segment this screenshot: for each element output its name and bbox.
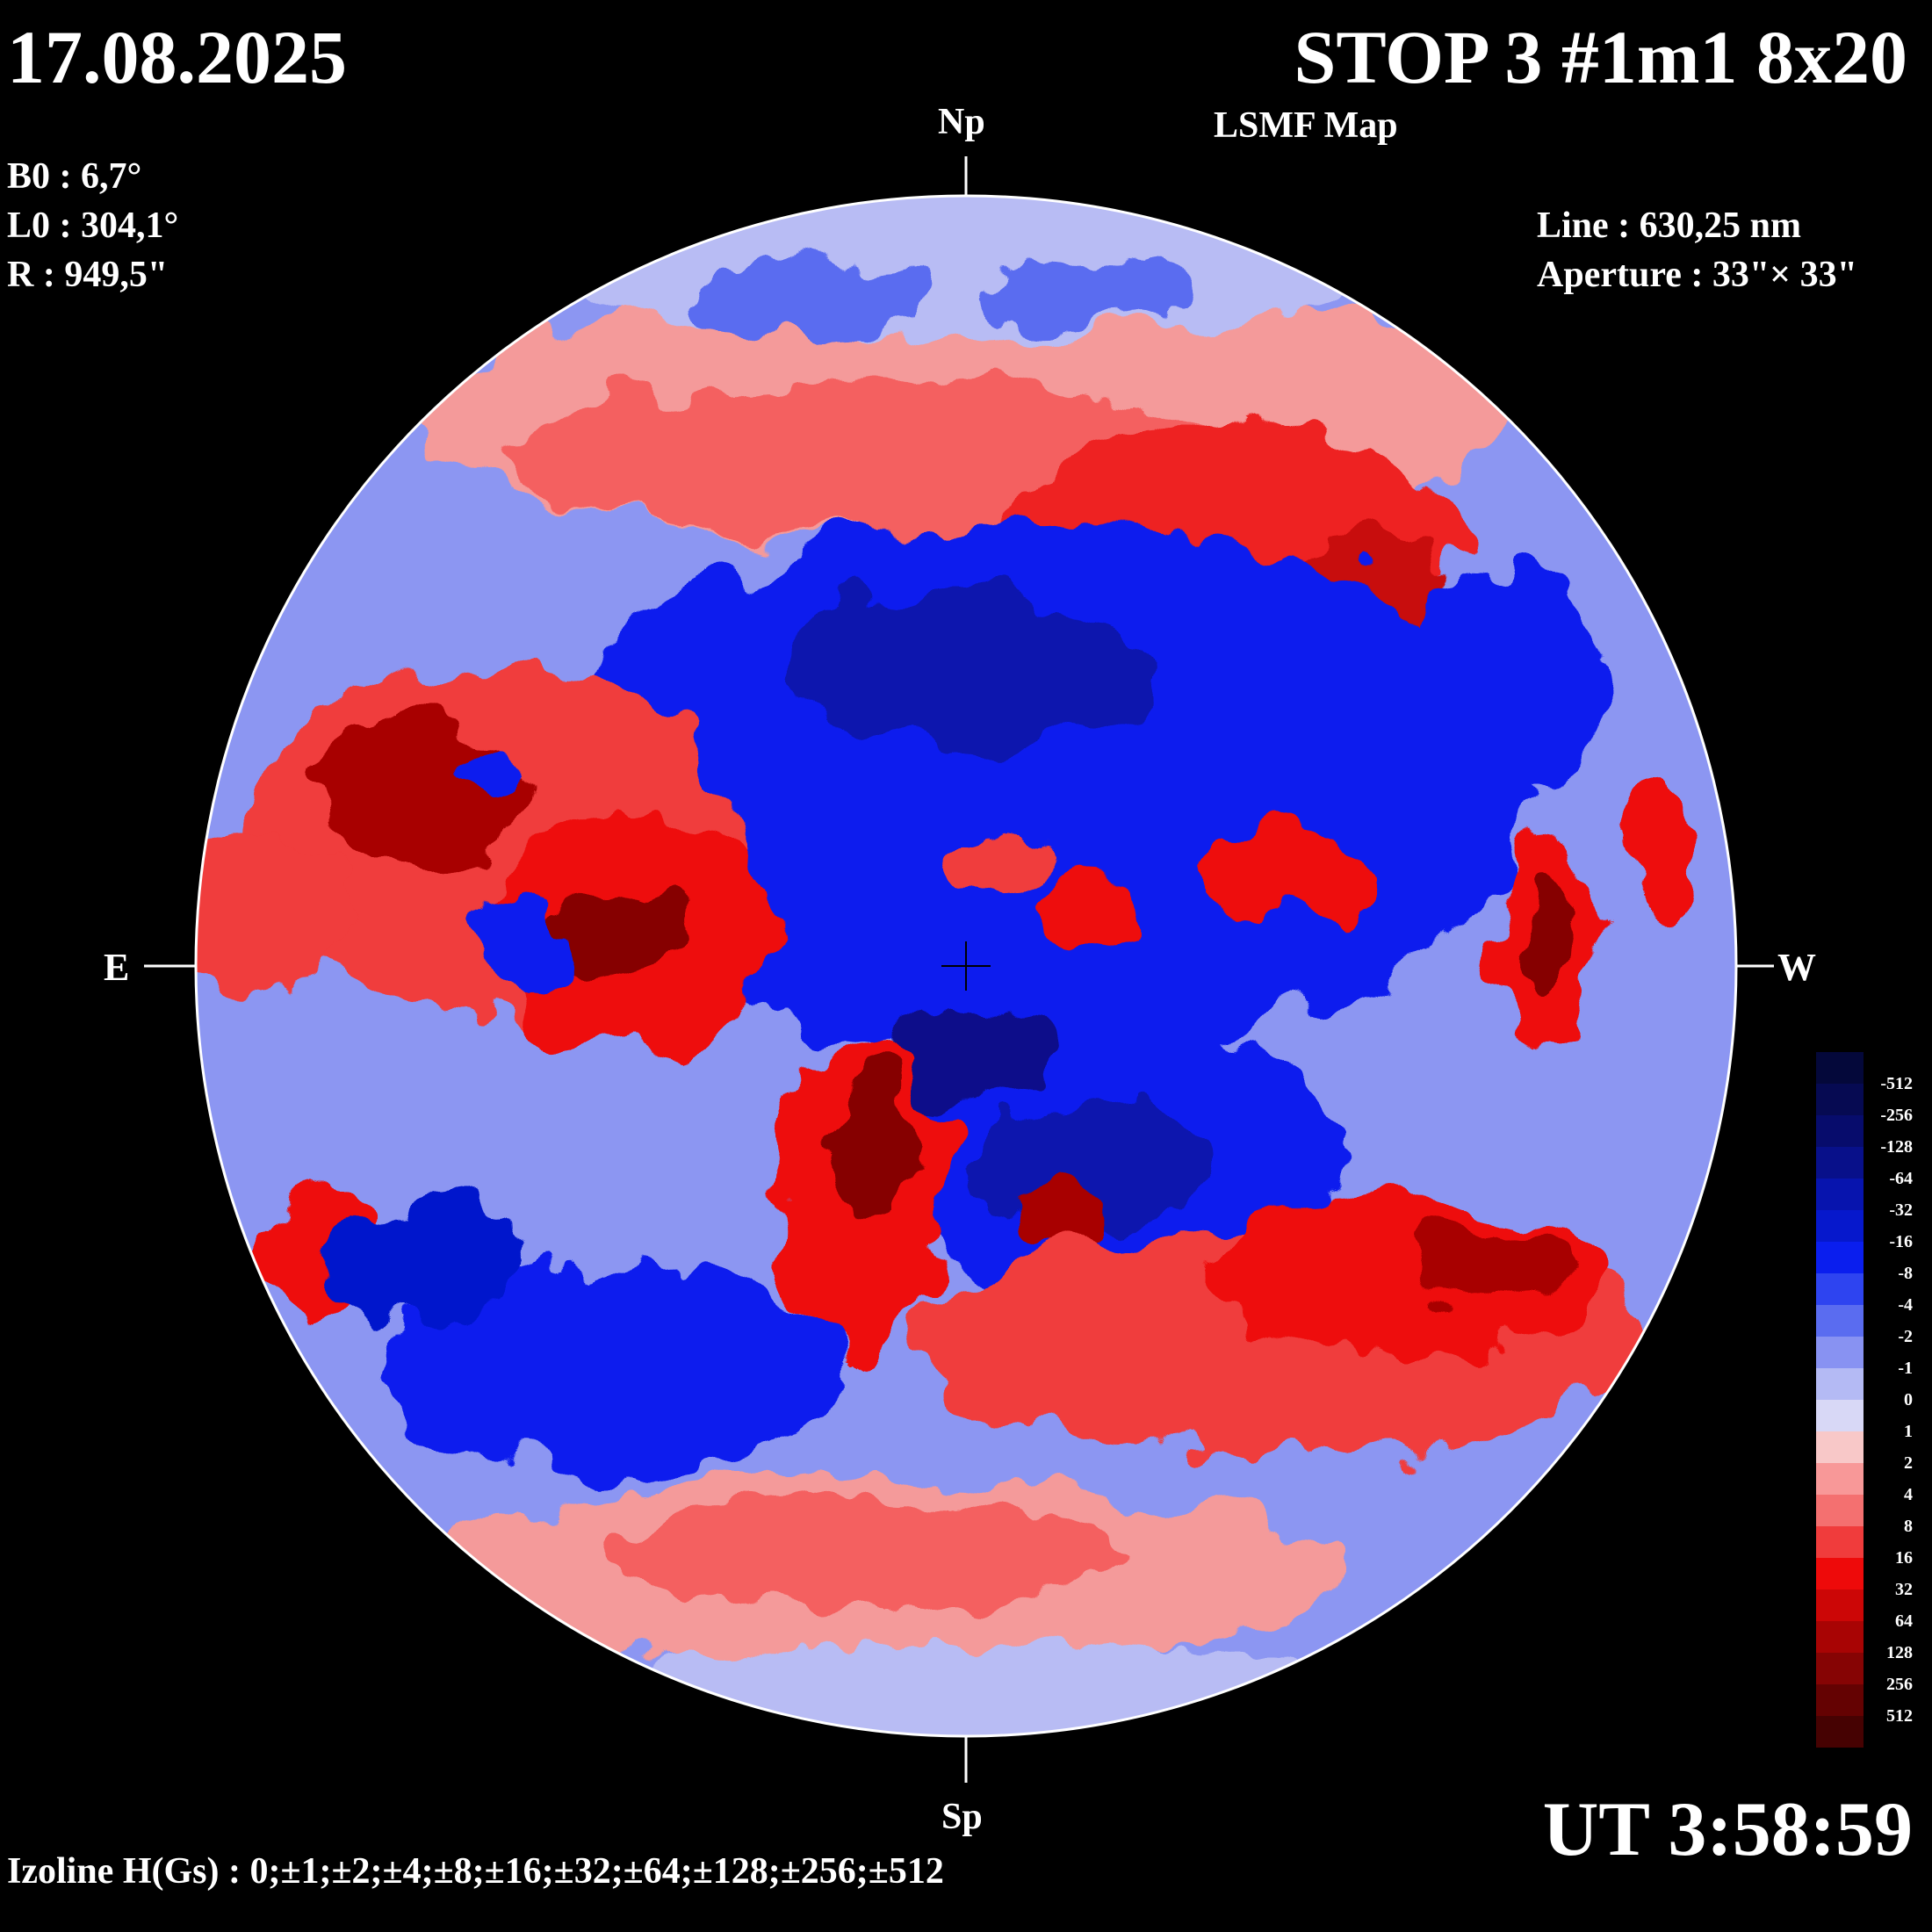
color-scale-label: 32 [1895, 1580, 1913, 1599]
color-scale-label: 128 [1886, 1643, 1913, 1662]
color-scale-label: -2 [1898, 1327, 1913, 1346]
color-scale-label: -32 [1889, 1200, 1913, 1220]
color-scale-label: -64 [1889, 1169, 1913, 1188]
color-scale-swatch [1816, 1210, 1864, 1242]
color-scale-label: 1 [1904, 1422, 1913, 1441]
color-scale-swatch [1816, 1273, 1864, 1305]
color-scale-label: 256 [1886, 1675, 1913, 1694]
solar-disc [196, 196, 1736, 1736]
color-scale-swatch [1816, 1526, 1864, 1558]
color-scale-swatch [1816, 1400, 1864, 1431]
label-east: E [104, 946, 130, 989]
color-scale-label: 2 [1904, 1453, 1913, 1473]
color-scale-label: -16 [1889, 1232, 1913, 1251]
observation-date: 17.08.2025 [7, 15, 347, 99]
color-scale-swatch [1816, 1305, 1864, 1337]
color-scale-swatch [1816, 1463, 1864, 1495]
color-scale-swatch [1816, 1368, 1864, 1400]
color-scale-label: -512 [1880, 1074, 1913, 1093]
color-scale-label: 8 [1904, 1517, 1913, 1536]
disc-center-cross [941, 941, 991, 991]
color-scale-label: 512 [1886, 1706, 1913, 1726]
map-subtitle: LSMF Map [1214, 105, 1398, 146]
label-north-pole: Np [938, 102, 985, 142]
color-scale-swatch [1816, 1242, 1864, 1273]
color-scale-swatch [1816, 1558, 1864, 1590]
color-scale-swatch [1816, 1115, 1864, 1147]
color-scale-swatch [1816, 1431, 1864, 1463]
universal-time: UT 3:58:59 [1542, 1787, 1913, 1872]
param-b0: B0 : 6,7° [7, 156, 142, 197]
color-scale-swatch [1816, 1084, 1864, 1115]
color-scale-label: 64 [1895, 1611, 1913, 1631]
disc-limb [194, 194, 1738, 1738]
color-scale-swatch [1816, 1684, 1864, 1716]
color-scale-label: -4 [1898, 1295, 1913, 1315]
color-scale-label: -256 [1880, 1106, 1913, 1125]
color-scale-swatch [1816, 1590, 1864, 1621]
param-l0: L0 : 304,1° [7, 205, 179, 246]
color-scale-swatch [1816, 1147, 1864, 1179]
color-scale-swatch [1816, 1337, 1864, 1368]
color-scale-label: -8 [1898, 1264, 1913, 1283]
color-scale-swatch [1816, 1052, 1864, 1084]
color-scale-label: 4 [1904, 1485, 1913, 1504]
param-r: R : 949,5" [7, 255, 169, 295]
color-scale-swatch [1816, 1653, 1864, 1684]
color-scale-swatch [1816, 1495, 1864, 1526]
param-aperture: Aperture : 33"× 33" [1537, 255, 1857, 295]
label-south-pole: Sp [941, 1797, 983, 1837]
map-title: STOP 3 #1m1 8x20 [1294, 15, 1907, 99]
izoline-levels: Izoline H(Gs) : 0;±1;±2;±4;±8;±16;±32;±6… [7, 1851, 944, 1892]
orientation-ticks [144, 156, 1774, 1783]
color-scale-swatch [1816, 1621, 1864, 1653]
color-scale-label: -128 [1880, 1137, 1913, 1157]
param-line: Line : 630,25 nm [1537, 205, 1802, 246]
color-scale-label: 0 [1904, 1390, 1913, 1409]
label-west: W [1777, 946, 1816, 989]
color-scale-label: -1 [1898, 1359, 1913, 1378]
color-scale-swatch [1816, 1179, 1864, 1210]
color-scale-label: 16 [1895, 1548, 1913, 1568]
color-scale-legend: -512 -256 -128 -64 -32 -16 -8 -4 -2 -1 0 1 2 4 8 16 32 64… [1816, 1052, 1913, 1748]
color-scale-swatch [1816, 1716, 1864, 1748]
